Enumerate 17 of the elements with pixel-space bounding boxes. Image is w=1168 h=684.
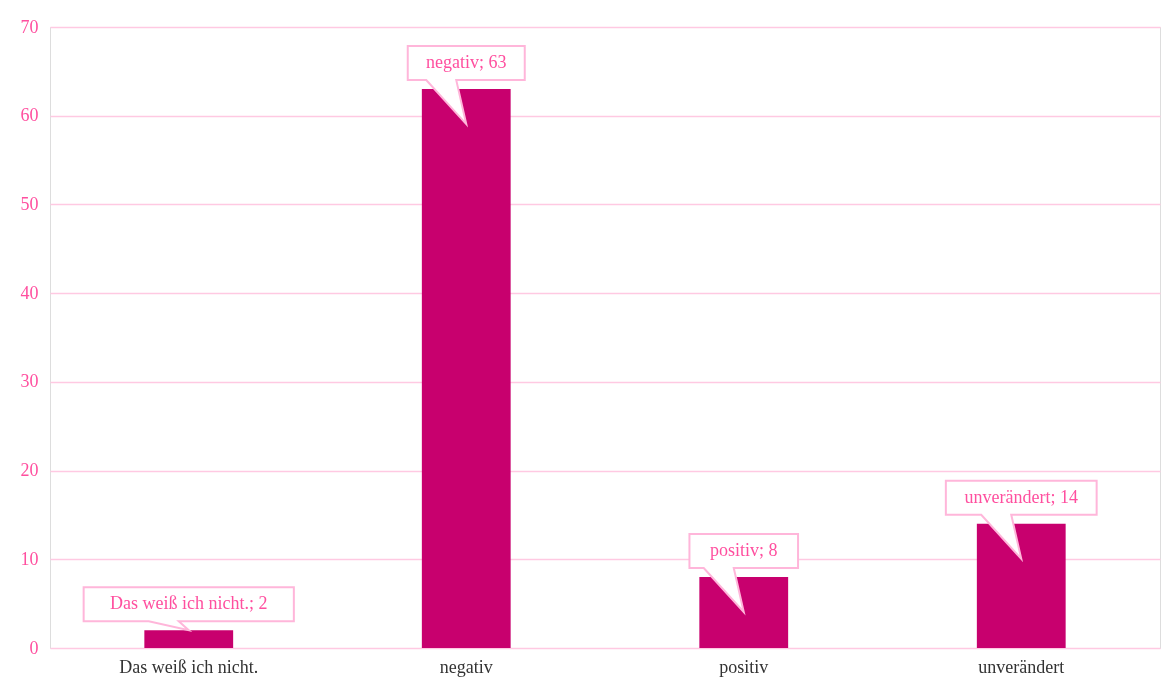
x-tick-label: Das weiß ich nicht. bbox=[119, 656, 259, 677]
y-tick-label: 0 bbox=[29, 637, 39, 658]
x-tick-label: negativ bbox=[439, 656, 493, 677]
data-label: positiv; 8 bbox=[709, 540, 778, 561]
y-tick-label: 30 bbox=[20, 371, 39, 392]
data-label: Das weiß ich nicht.; 2 bbox=[110, 593, 268, 614]
y-tick-label: 20 bbox=[20, 460, 39, 481]
y-tick-label: 70 bbox=[20, 16, 39, 37]
y-tick-label: 50 bbox=[20, 193, 39, 214]
x-tick-label: positiv bbox=[719, 656, 769, 677]
x-tick-label: unverändert bbox=[978, 656, 1065, 677]
data-label: unverändert; 14 bbox=[964, 486, 1078, 507]
data-label: negativ; 63 bbox=[426, 52, 507, 73]
y-tick-label: 60 bbox=[20, 105, 39, 126]
y-tick-label: 10 bbox=[20, 548, 39, 569]
y-tick-label: 40 bbox=[20, 282, 39, 303]
bar bbox=[144, 630, 234, 648]
